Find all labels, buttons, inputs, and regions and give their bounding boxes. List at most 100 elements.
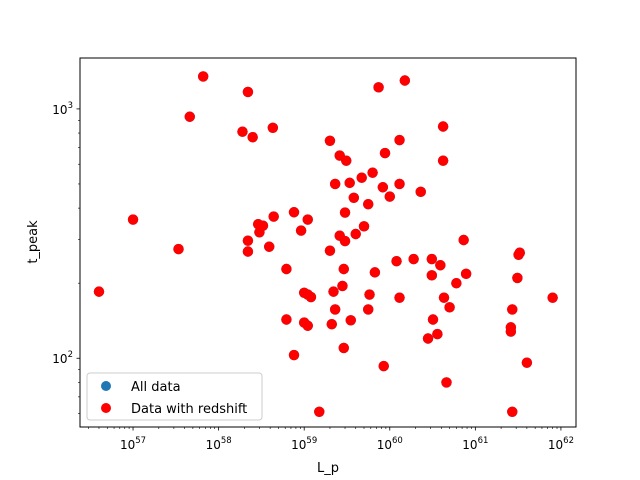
scatter-point (242, 86, 254, 98)
scatter-point (391, 256, 402, 267)
series-layer (93, 71, 558, 417)
scatter-point (426, 253, 438, 265)
x-tick-label: 1059 (291, 436, 317, 452)
scatter-point (451, 277, 462, 289)
scatter-point (505, 326, 517, 337)
legend-label-redshift: Data with redshift (131, 402, 247, 417)
scatter-point (338, 342, 349, 354)
scatter-point (369, 267, 381, 278)
x-tick-label: 1061 (462, 436, 488, 452)
scatter-point (444, 302, 455, 313)
scatter-point (329, 178, 341, 190)
scatter-point (422, 333, 434, 344)
scatter-point (288, 207, 300, 218)
scatter-point (521, 357, 533, 368)
scatter-point (302, 214, 313, 225)
scatter-point (356, 172, 367, 183)
y-axis-label: t_peak (26, 220, 41, 264)
scatter-point (288, 349, 300, 361)
scatter-point (547, 292, 558, 303)
scatter-point (305, 291, 317, 303)
scatter-point (438, 292, 450, 303)
scatter-point (514, 247, 525, 258)
scatter-point (345, 315, 356, 326)
scatter-point (394, 292, 405, 303)
scatter-point (281, 314, 292, 325)
scatter-point (363, 198, 374, 210)
scatter-point (173, 243, 184, 255)
scatter-point (338, 263, 349, 275)
scatter-point (339, 235, 351, 247)
scatter-point (350, 228, 361, 240)
x-axis-ticks: 1057 1058 1059 1060 1061 1062 (120, 427, 574, 452)
scatter-point (512, 272, 523, 284)
scatter-point (242, 246, 254, 257)
scatter-point (427, 314, 439, 325)
scatter-point (257, 220, 269, 231)
scatter-point (415, 186, 426, 198)
scatter-point (378, 360, 389, 372)
x-axis-label: L_p (317, 461, 339, 476)
scatter-point (344, 177, 355, 189)
scatter-point (384, 191, 395, 202)
scatter-point (394, 178, 405, 190)
plot-frame (79, 57, 577, 428)
y-axis-ticks: 102 103 (52, 101, 80, 366)
scatter-point (328, 286, 339, 297)
scatter-point (408, 253, 419, 265)
scatter-point (348, 192, 360, 203)
scatter-point (237, 126, 248, 137)
scatter-point (364, 289, 375, 300)
x-tick-label: 1060 (377, 436, 403, 452)
scatter-point (358, 221, 370, 232)
scatter-point (437, 121, 449, 132)
scatter-point (399, 75, 411, 86)
scatter-point (341, 155, 352, 166)
scatter-point (426, 270, 438, 281)
scatter-point (460, 268, 472, 280)
scatter-point (184, 111, 195, 122)
scatter-point (437, 155, 449, 166)
scatter-point (197, 71, 209, 82)
scatter-point (432, 328, 443, 340)
legend-marker-redshift (101, 403, 111, 413)
scatter-point (458, 234, 469, 246)
legend-marker-all-data (101, 381, 111, 391)
scatter-point (377, 182, 389, 193)
scatter-point (324, 245, 336, 256)
y-tick-label: 102 (52, 350, 73, 366)
scatter-point (394, 134, 405, 146)
scatter-point (339, 207, 351, 218)
scatter-point (295, 225, 307, 236)
legend-label-all-data: All data (131, 380, 181, 395)
scatter-point (302, 320, 313, 331)
scatter-point (435, 260, 446, 271)
series-1 (93, 71, 558, 417)
scatter-point (507, 304, 518, 315)
scatter-point (268, 211, 279, 222)
x-tick-label: 1058 (206, 436, 232, 452)
scatter-point (441, 377, 452, 388)
scatter-point (242, 235, 254, 246)
scatter-point (507, 406, 518, 417)
scatter-point (363, 304, 374, 315)
scatter-point (264, 241, 275, 252)
scatter-point (267, 122, 279, 133)
scatter-point (379, 147, 391, 159)
scatter-point (373, 82, 384, 93)
scatter-point (93, 286, 105, 297)
scatter-point (247, 132, 258, 143)
x-tick-label: 1057 (120, 436, 146, 452)
scatter-point (329, 304, 341, 315)
scatter-point (281, 263, 292, 275)
legend-box (86, 372, 263, 421)
plot-area (80, 58, 576, 427)
scatter-point (367, 167, 378, 178)
x-tick-label: 1062 (548, 436, 574, 452)
legend: All data Data with redshift (86, 372, 263, 421)
scatter-point (326, 318, 337, 330)
scatter-point (337, 280, 348, 292)
scatter-point (127, 214, 139, 225)
scatter-point (314, 406, 325, 417)
